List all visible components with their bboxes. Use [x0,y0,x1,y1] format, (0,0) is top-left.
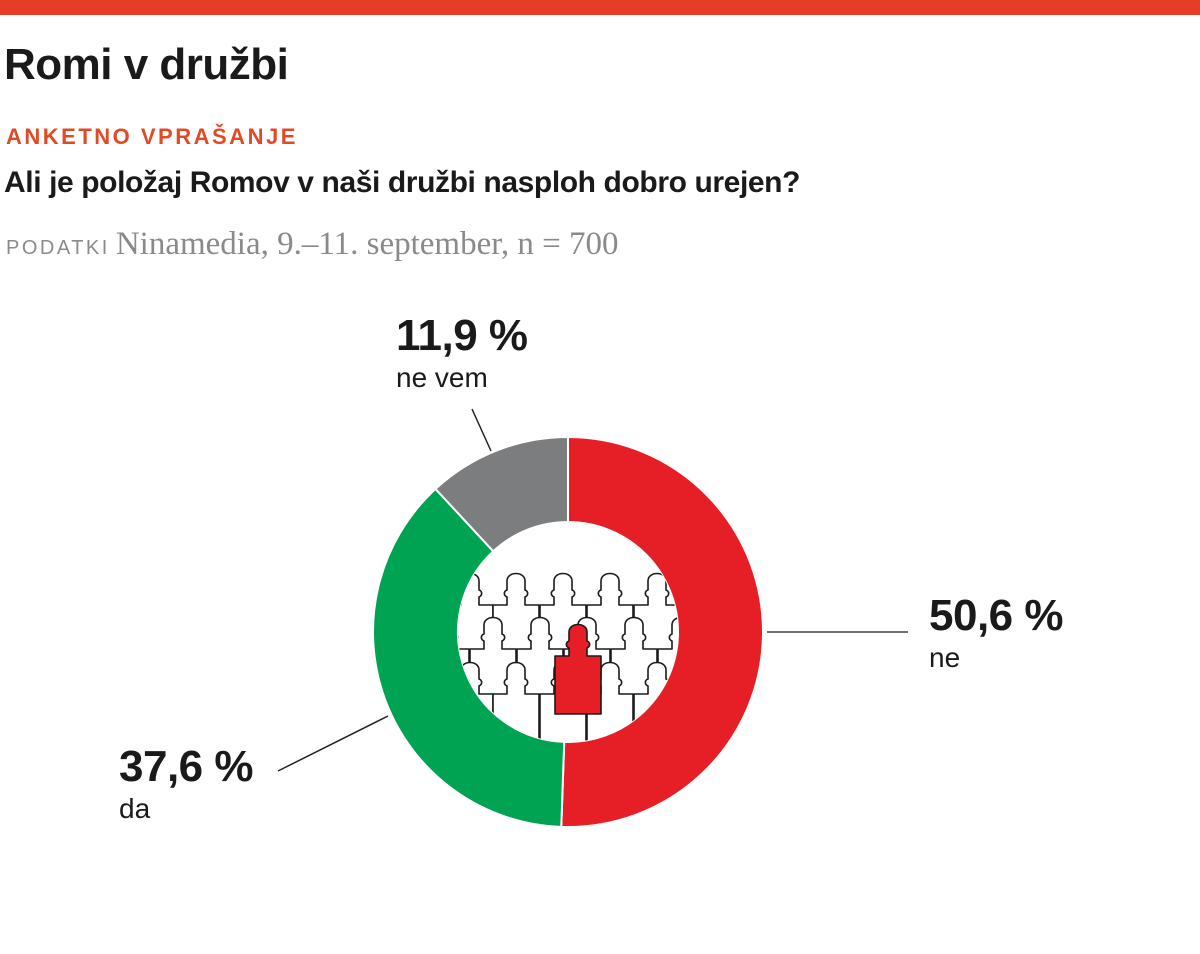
data-source: PODATKI Ninamedia, 9.–11. september, n = … [6,226,619,263]
value-da: 37,6 % [119,742,253,791]
top-accent-bar [0,0,1200,15]
person-icon [492,572,540,664]
category-ne: ne [929,642,961,673]
category-ne-vem: ne vem [396,362,488,393]
value-ne-vem: 11,9 % [396,311,528,360]
category-da: da [119,793,151,824]
source-text: Ninamedia, 9.–11. september, n = 700 [115,226,619,262]
label-ne: 50,6 % ne [929,594,1063,672]
value-ne: 50,6 % [929,591,1063,640]
donut-segment-ne-vem [434,435,569,553]
leader-line-da [277,715,389,772]
page-title: Romi v družbi [4,40,289,89]
label-da: 37,6 % da [119,745,253,823]
kicker-label: ANKETNO VPRAŠANJE [6,124,298,149]
person-icon [586,572,634,664]
donut-segment-ne [560,435,764,828]
donut-segments [372,435,764,828]
survey-question: Ali je položaj Romov v naši družbi naspl… [4,166,801,199]
leader-line-ne-vem [471,408,492,452]
highlighted-person-icon [554,623,602,715]
source-label: PODATKI [6,237,110,259]
label-ne-vem: 11,9 % ne vem [396,314,528,392]
